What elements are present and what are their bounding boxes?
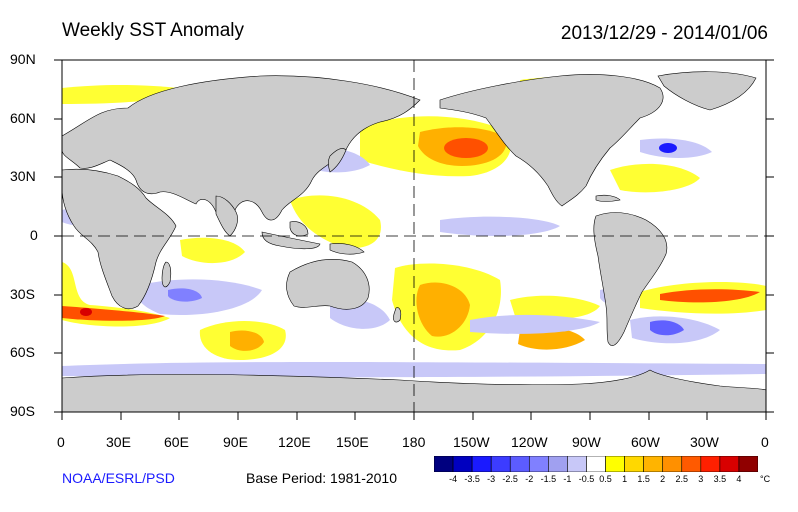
land-greenland	[657, 71, 757, 111]
colorbar-tick-label: 3	[698, 474, 704, 484]
colorbar-swatch	[452, 456, 473, 472]
land-india	[215, 195, 238, 237]
lon-label: 150W	[453, 434, 490, 450]
lon-label: 0	[57, 434, 65, 450]
colorbar-tick-label: 1.5	[637, 474, 650, 484]
colorbar-swatch	[548, 456, 568, 472]
lon-label: 180	[402, 434, 426, 450]
lon-label: 30W	[690, 434, 719, 450]
lon-label: 60E	[164, 434, 189, 450]
land-north-america	[439, 74, 664, 207]
colorbar-tick-label: -2.5	[502, 474, 518, 484]
lon-label: 120E	[278, 434, 311, 450]
colorbar-swatch	[434, 456, 454, 472]
colorbar-swatch	[586, 456, 606, 472]
anomaly-warm-sw-atlantic-core	[660, 289, 760, 303]
lat-label: 90S	[10, 403, 35, 419]
colorbar-tick-label: -0.5	[578, 474, 595, 484]
land-indonesia	[261, 231, 321, 250]
colorbar-unit: °C	[760, 474, 771, 484]
land-eurasia	[61, 75, 421, 221]
colorbar-swatch	[509, 456, 530, 472]
colorbar-tick-label: 3.5	[713, 474, 727, 484]
colorbar-tick-label: -4	[449, 474, 458, 484]
date-range: 2013/12/29 - 2014/01/06	[560, 23, 768, 44]
colorbar-swatch	[490, 456, 511, 472]
land-borneo	[289, 221, 309, 237]
colorbar-swatch	[662, 456, 683, 472]
lat-label: 90N	[10, 51, 36, 67]
base-period-label: Base Period: 1981-2010	[246, 470, 397, 486]
anomaly-cool-indian-ocean-core	[168, 288, 202, 302]
colorbar-swatch	[528, 456, 549, 472]
land-cuba	[595, 194, 621, 202]
lon-label: 90W	[572, 434, 601, 450]
lon-label: 90E	[223, 434, 248, 450]
colorbar-tick-label: -3.5	[464, 474, 480, 484]
colorbar-tick-label: -3	[487, 474, 496, 484]
lat-label: 0	[30, 227, 38, 243]
lat-label: 30S	[10, 286, 35, 302]
map-title: Weekly SST Anomaly	[62, 20, 244, 41]
lon-ticks	[61, 412, 767, 420]
colorbar-swatch	[738, 456, 758, 472]
lon-label: 150E	[336, 434, 369, 450]
colorbar-tick-label: 1	[622, 474, 628, 484]
colorbar-tick-label: 4	[736, 474, 742, 484]
lon-label: 30E	[106, 434, 131, 450]
land-south-america	[593, 212, 668, 346]
colorbar-swatch	[471, 456, 492, 472]
anomaly-warm-eq-indian	[180, 237, 245, 264]
colorbar-swatch	[700, 456, 721, 472]
colorbar	[434, 456, 758, 472]
credit-label: NOAA/ESRL/PSD	[62, 470, 175, 486]
anomaly-warm-north-atlantic	[610, 163, 700, 193]
anomaly-cool-east-pacific	[440, 216, 560, 236]
anomaly-hot-north-pacific	[444, 138, 488, 158]
colorbar-tick-label: -1.5	[540, 474, 557, 484]
colorbar-tick-label: 0.5	[599, 474, 612, 484]
colorbar-swatch	[681, 456, 702, 472]
lat-label: 60S	[10, 344, 35, 360]
anomaly-warm-se-pacific	[510, 295, 600, 320]
colorbar-swatch	[605, 456, 625, 472]
colorbar-tick-label: 2	[660, 474, 666, 484]
colorbar-swatch	[719, 456, 740, 472]
land-japan	[328, 148, 347, 173]
anomaly-patches	[62, 76, 766, 378]
anomaly-warm-south-pacific-core	[416, 282, 470, 337]
colorbar-tick-label: -2	[525, 474, 534, 484]
lon-label: 60W	[631, 434, 660, 450]
anomaly-warm-indian-ocean-core	[230, 330, 264, 351]
colorbar-swatch	[567, 456, 587, 472]
lon-label: 120W	[511, 434, 548, 450]
lat-label: 60N	[10, 110, 36, 126]
lon-label: 0	[761, 434, 769, 450]
land-new-guinea	[329, 243, 365, 255]
colorbar-swatch	[624, 456, 644, 472]
lat-label: 30N	[10, 168, 36, 184]
colorbar-tick-label: 2.5	[675, 474, 689, 484]
anomaly-warm-arctic-strip	[62, 84, 200, 104]
anomaly-cool-south-pacific	[470, 314, 600, 334]
land-new-zealand	[393, 307, 402, 323]
lat-ticks	[54, 59, 774, 413]
anomaly-hot-south-indian	[80, 308, 92, 316]
anomaly-warm-west-pacific	[290, 195, 381, 249]
anomaly-cold-gulf-stream	[659, 143, 677, 153]
land-madagascar	[161, 261, 172, 288]
colorbar-swatch	[643, 456, 664, 472]
colorbar-tick-label: -1	[563, 474, 572, 484]
land-australia	[286, 258, 370, 310]
anomaly-cool-falklands-core	[650, 320, 684, 336]
